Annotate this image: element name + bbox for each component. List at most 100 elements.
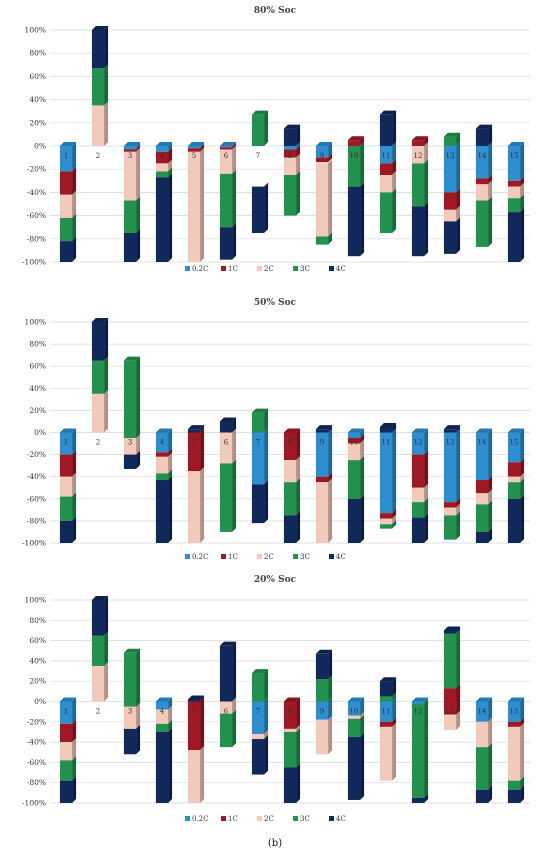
bar-segment-4C — [507, 212, 521, 262]
bar-segment-2C — [219, 432, 233, 464]
bar-segment-side — [392, 159, 397, 175]
bar-segment-side — [488, 717, 493, 748]
legend-swatch-0.2C — [185, 554, 190, 559]
y-tick-label: 40% — [29, 656, 46, 665]
bar-segment-side — [456, 503, 461, 516]
bar-segment-4C — [219, 421, 233, 433]
bar-category-10: 10 — [347, 428, 365, 543]
bar-segment-side — [200, 695, 205, 702]
bar-top-face — [187, 695, 205, 700]
bar-segment-side — [360, 182, 365, 257]
bar-category-1: 1 — [59, 697, 77, 803]
bar-category-11: 11 — [379, 110, 397, 233]
bar-segment-side — [200, 147, 205, 262]
bar-segment-1C — [315, 476, 329, 483]
bar-segment-side — [72, 237, 77, 262]
legend-label: 4C — [336, 553, 346, 561]
bar-top-face — [91, 596, 109, 600]
y-tick-label: -20% — [27, 717, 46, 726]
bar-segment-0.2C — [443, 146, 457, 193]
bar-segment-1C — [507, 180, 521, 187]
bar-segment-4C — [411, 517, 425, 543]
bar-segment-2C — [411, 146, 425, 164]
bar-segment-1C — [475, 480, 489, 494]
bar-segment-side — [456, 684, 461, 715]
bar-segment-4C — [475, 128, 489, 146]
bar-segment-side — [72, 450, 77, 477]
bar-segment-side — [264, 669, 269, 702]
bar-segment-side — [392, 717, 397, 727]
bar-segment-side — [360, 434, 365, 444]
bar-top-face — [443, 132, 461, 137]
legend-swatch-0.2C — [185, 816, 190, 821]
bar-segment-side — [296, 171, 301, 216]
bar-top-face — [507, 428, 525, 433]
bar-segment-4C — [507, 789, 521, 803]
bar-segment-1C — [411, 454, 425, 488]
bar-segment-side — [264, 110, 269, 146]
bar-segment-side — [488, 196, 493, 247]
bar-segment-side — [488, 428, 493, 481]
bar-segment-side — [72, 492, 77, 521]
category-label: 11 — [382, 152, 391, 160]
bar-segment-4C — [91, 600, 105, 636]
bar-segment-4C — [283, 515, 297, 543]
category-label: 8 — [288, 708, 292, 716]
bar-category-5: 5 — [187, 695, 205, 803]
bar-segment-0.2C — [443, 432, 457, 503]
bar-segment-3C — [347, 718, 361, 738]
bar-segment-side — [200, 144, 205, 152]
bar-segment-side — [456, 710, 461, 730]
category-label: 11 — [382, 439, 391, 447]
bar-segment-side — [488, 476, 493, 494]
bar-top-face — [251, 669, 269, 674]
bar-top-face — [475, 124, 493, 129]
bar-segment-side — [392, 188, 397, 233]
bar-segment-side — [520, 697, 525, 722]
bar-segment-side — [328, 478, 333, 543]
bar-segment-side — [232, 417, 237, 433]
bar-segment-3C — [315, 236, 329, 245]
bar-segment-side — [392, 428, 397, 514]
bar-segment-side — [328, 232, 333, 245]
bar-segment-2C — [507, 186, 521, 199]
bar-segment-2C — [123, 151, 137, 201]
bar-segment-4C — [219, 227, 233, 260]
y-tick-label: 100% — [25, 318, 46, 327]
category-label: 9 — [320, 439, 324, 447]
category-label: 6 — [224, 152, 229, 160]
bar-segment-side — [456, 132, 461, 146]
bar-segment-side — [456, 188, 461, 210]
bar-category-2: 2 — [91, 318, 109, 447]
y-tick-label: 0% — [34, 428, 46, 437]
bar-segment-side — [72, 142, 77, 172]
bar-category-4: 4 — [155, 697, 173, 803]
category-label: 13 — [446, 152, 455, 160]
bar-top-face — [219, 641, 237, 646]
bar-segment-side — [488, 527, 493, 543]
bar-segment-side — [72, 719, 77, 743]
bar-segment-side — [296, 724, 301, 732]
y-tick-label: -80% — [27, 234, 46, 243]
bar-segment-4C — [59, 780, 73, 803]
bar-segment-2C — [123, 438, 137, 455]
bar-segment-side — [72, 472, 77, 497]
bar-segment-4C — [155, 731, 169, 803]
bar-segment-side — [168, 469, 173, 481]
bar-segment-3C — [91, 635, 105, 666]
legend-swatch-4C — [329, 816, 334, 821]
bar-segment-1C — [347, 438, 361, 444]
bar-segment-side — [360, 428, 365, 439]
bar-category-9: 9 — [315, 425, 333, 543]
bar-segment-side — [424, 142, 429, 164]
bar-segment-side — [232, 143, 237, 150]
bar-segment-3C — [283, 731, 297, 768]
bar-category-3: 3 — [123, 142, 141, 262]
bar-category-7: 7 — [251, 669, 269, 775]
bar-segment-side — [104, 356, 109, 394]
bar-segment-side — [232, 428, 237, 464]
bar-segment-2C — [347, 715, 361, 719]
bar-category-8: 8 — [283, 428, 301, 543]
chart-legend: 0.2C 1C 2C 3C 4C — [185, 265, 346, 273]
bar-segment-1C — [155, 452, 169, 457]
